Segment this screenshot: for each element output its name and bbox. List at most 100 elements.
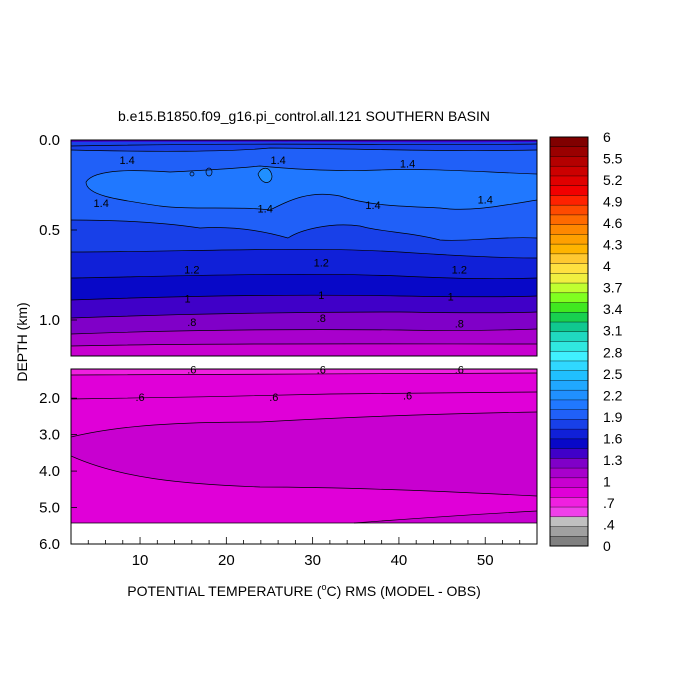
colorbar-swatch bbox=[550, 516, 588, 527]
contour-label: .6 bbox=[135, 392, 144, 404]
contour-label: 1 bbox=[448, 292, 454, 304]
y-tick-label: 4.0 bbox=[39, 463, 60, 480]
chart-title: b.e15.B1850.f09_g16.pi_control.all.121 S… bbox=[118, 108, 490, 124]
colorbar-swatch bbox=[550, 205, 588, 216]
colorbar-label: .7 bbox=[603, 495, 615, 511]
lower-panel-frame bbox=[70, 368, 538, 545]
contour-label: .6 bbox=[403, 390, 412, 402]
colorbar-label: 1 bbox=[603, 473, 611, 489]
colorbar-swatch bbox=[550, 312, 588, 323]
contour-label: 1.2 bbox=[184, 265, 199, 277]
colorbar-label: 2.2 bbox=[603, 387, 623, 403]
colorbar-swatch bbox=[550, 224, 588, 235]
upper-panel-contours bbox=[71, 143, 537, 347]
colorbar-label: 5.5 bbox=[603, 151, 623, 167]
colorbar-label: 1.9 bbox=[603, 409, 623, 425]
contour-label: .8 bbox=[187, 317, 196, 329]
x-tick-label: 20 bbox=[218, 552, 235, 569]
colorbar-swatch bbox=[550, 341, 588, 352]
colorbar-label: 3.1 bbox=[603, 323, 623, 339]
contour-label: 1.4 bbox=[400, 158, 415, 170]
colorbar-swatch bbox=[550, 507, 588, 518]
colorbar-swatch bbox=[550, 409, 588, 420]
contour-label: .8 bbox=[455, 319, 464, 331]
contour-label: 1.4 bbox=[270, 155, 285, 167]
colorbar-swatch bbox=[550, 399, 588, 410]
colorbar-swatch bbox=[550, 253, 588, 264]
colorbar-swatch bbox=[550, 536, 588, 547]
colorbar-label: 2.8 bbox=[603, 344, 623, 360]
colorbar-label: 0 bbox=[603, 538, 611, 554]
contour-label: 1.4 bbox=[478, 194, 493, 206]
colorbar-swatch bbox=[550, 497, 588, 508]
contour-label: 1.4 bbox=[119, 155, 134, 167]
y-axis-label: DEPTH (km) bbox=[14, 302, 30, 381]
colorbar-label: .4 bbox=[603, 516, 615, 532]
y-tick-label: 2.0 bbox=[39, 390, 60, 407]
contour-label: .6 bbox=[455, 365, 464, 377]
colorbar-swatch bbox=[550, 234, 588, 245]
x-axis-label: POTENTIAL TEMPERATURE (oC) RMS (MODEL - … bbox=[127, 582, 481, 599]
colorbar-swatch bbox=[550, 419, 588, 430]
colorbar-swatch bbox=[550, 244, 588, 255]
y-tick-label: 1.0 bbox=[39, 312, 60, 329]
colorbar-swatch bbox=[550, 214, 588, 225]
colorbar-swatch bbox=[550, 146, 588, 157]
colorbar-swatch bbox=[550, 390, 588, 401]
y-tick-label: 6.0 bbox=[39, 536, 60, 553]
colorbar-label: 5.2 bbox=[603, 172, 623, 188]
colorbar-swatch bbox=[550, 351, 588, 362]
colorbar-swatch bbox=[550, 380, 588, 391]
colorbar-swatch bbox=[550, 185, 588, 196]
colorbar-swatch bbox=[550, 283, 588, 294]
x-tick-label: 50 bbox=[477, 552, 494, 569]
contour-label: 1.4 bbox=[258, 203, 273, 215]
upper-panel-frame bbox=[70, 139, 538, 357]
contour-label: 1.4 bbox=[365, 200, 380, 212]
colorbar-label: 6 bbox=[603, 129, 611, 145]
colorbar-swatch bbox=[550, 458, 588, 469]
colorbar-swatch bbox=[550, 175, 588, 186]
contour-label: .6 bbox=[269, 392, 278, 404]
colorbar-label: 3.7 bbox=[603, 280, 623, 296]
colorbar-label: 4 bbox=[603, 258, 611, 274]
colorbar-swatch bbox=[550, 273, 588, 284]
contour-label: 1 bbox=[184, 293, 190, 305]
colorbar-swatch bbox=[550, 292, 588, 303]
colorbar-swatch bbox=[550, 448, 588, 459]
colorbar-label: 1.6 bbox=[603, 430, 623, 446]
colorbar-swatch bbox=[550, 166, 588, 177]
colorbar-label: 4.9 bbox=[603, 194, 623, 210]
contour-label: 1.2 bbox=[452, 265, 467, 277]
colorbar-swatch bbox=[550, 156, 588, 167]
colorbar-swatch bbox=[550, 487, 588, 498]
x-tick-label: 30 bbox=[304, 552, 321, 569]
y-tick-label: 3.0 bbox=[39, 427, 60, 444]
colorbar-swatch bbox=[550, 263, 588, 274]
colorbar-label: 2.5 bbox=[603, 366, 623, 382]
colorbar-label: 4.3 bbox=[603, 237, 623, 253]
x-tick-label: 10 bbox=[132, 552, 149, 569]
colorbar-swatch bbox=[550, 302, 588, 313]
contour-label: 1.2 bbox=[314, 257, 329, 269]
lower-panel-contours bbox=[71, 372, 537, 524]
contour-label: .6 bbox=[317, 365, 326, 377]
y-tick-label: 0.5 bbox=[39, 222, 60, 239]
colorbar-swatch bbox=[550, 526, 588, 537]
contour-label: .6 bbox=[187, 365, 196, 377]
x-tick-label: 40 bbox=[391, 552, 408, 569]
colorbar-swatch bbox=[550, 137, 588, 148]
colorbar-label: 4.6 bbox=[603, 215, 623, 231]
colorbar-swatch bbox=[550, 331, 588, 342]
colorbar-label: 3.4 bbox=[603, 301, 623, 317]
colorbar-label: 1.3 bbox=[603, 452, 623, 468]
colorbar-swatch bbox=[550, 322, 588, 333]
colorbar-swatch bbox=[550, 195, 588, 206]
axes: 10 20 30 40 50 0.0 0.5 1.0 2.0 3.0 4.0 5.0 6.0 bbox=[39, 132, 538, 569]
contour-labels: 1.4 1.4 1.4 1.4 1.4 1.4 1.4 1.2 1.2 1.2 1 1 1 .8 .8 .8.… bbox=[94, 155, 493, 404]
contour-label: 1.4 bbox=[94, 198, 109, 210]
colorbar-swatch bbox=[550, 370, 588, 381]
colorbar-frame bbox=[549, 136, 589, 547]
y-tick-label: 0.0 bbox=[39, 132, 60, 149]
